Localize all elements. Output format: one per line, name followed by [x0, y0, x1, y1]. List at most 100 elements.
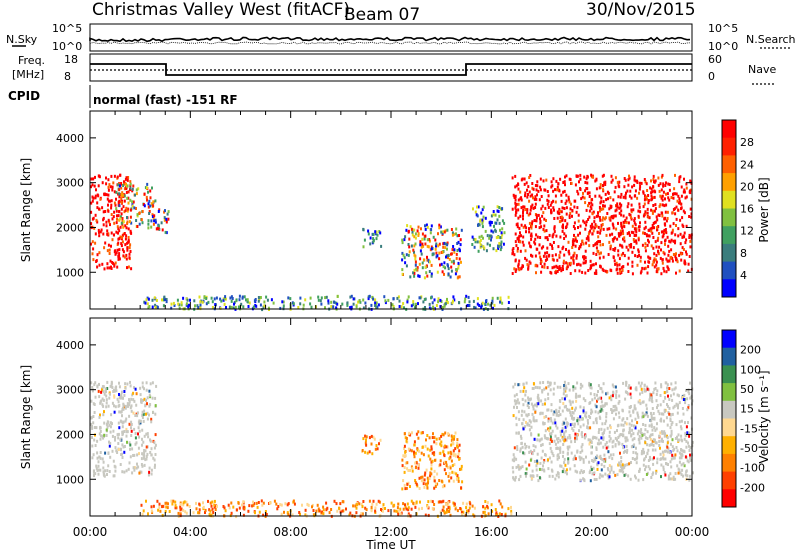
range-gate-cell	[183, 500, 186, 504]
range-gate-cell	[662, 184, 665, 188]
range-gate-cell	[435, 437, 438, 441]
range-gate-cell	[680, 448, 683, 452]
range-gate-cell	[679, 471, 682, 475]
range-gate-cell	[446, 508, 448, 512]
range-gate-cell	[633, 437, 636, 441]
range-gate-cell	[657, 252, 660, 256]
range-gate-cell	[455, 227, 458, 231]
range-gate-cell	[571, 406, 574, 410]
range-gate-cell	[689, 179, 692, 183]
range-gate-cell	[366, 451, 369, 455]
range-gate-cell	[197, 306, 200, 309]
range-gate-cell	[452, 449, 455, 453]
range-gate-cell	[615, 261, 618, 265]
range-gate-cell	[511, 466, 514, 470]
range-gate-cell	[612, 255, 615, 259]
range-gate-cell	[684, 262, 687, 266]
range-gate-cell	[608, 240, 611, 244]
range-gate-cell	[642, 447, 645, 451]
range-gate-cell	[517, 187, 520, 191]
range-gate-cell	[162, 504, 165, 508]
range-gate-cell	[410, 499, 413, 503]
range-gate-cell	[590, 386, 593, 390]
range-gate-cell	[579, 386, 582, 390]
range-gate-cell	[662, 439, 664, 443]
range-gate-cell	[503, 221, 506, 225]
range-gate-cell	[543, 262, 546, 266]
range-gate-cell	[115, 230, 118, 234]
range-gate-cell	[555, 234, 558, 238]
range-gate-cell	[375, 444, 378, 447]
range-gate-cell	[448, 479, 451, 483]
range-gate-cell	[481, 218, 484, 222]
range-gate-cell	[476, 297, 479, 301]
range-gate-cell	[629, 392, 632, 396]
range-gate-cell	[446, 301, 449, 305]
range-gate-cell	[630, 217, 633, 221]
range-gate-cell	[515, 223, 518, 227]
range-gate-cell	[430, 228, 433, 232]
range-gate-cell	[414, 466, 417, 470]
range-gate-cell	[465, 502, 468, 506]
range-gate-cell	[455, 252, 458, 256]
power-y-axis-label: Slant Range [km]	[19, 158, 33, 262]
range-gate-cell	[524, 472, 527, 476]
range-gate-cell	[397, 509, 400, 513]
range-gate-cell	[687, 441, 689, 445]
range-gate-cell	[101, 403, 104, 407]
range-gate-cell	[516, 445, 519, 449]
beam-title: Beam 07	[344, 5, 420, 25]
range-gate-cell	[484, 216, 487, 220]
range-gate-cell	[129, 380, 131, 384]
range-gate-cell	[131, 393, 134, 397]
range-gate-cell	[595, 187, 598, 191]
range-gate-cell	[447, 474, 450, 478]
range-gate-cell	[143, 409, 146, 413]
range-gate-cell	[590, 207, 593, 211]
range-gate-cell	[665, 203, 668, 207]
range-gate-cell	[592, 210, 595, 214]
range-gate-cell	[624, 219, 627, 223]
range-gate-cell	[670, 248, 673, 252]
range-gate-cell	[601, 390, 604, 394]
range-gate-cell	[122, 184, 125, 187]
range-gate-cell	[579, 173, 582, 177]
range-gate-cell	[578, 269, 581, 273]
range-gate-cell	[659, 452, 662, 456]
range-gate-cell	[312, 509, 315, 512]
range-gate-cell	[519, 434, 522, 438]
range-gate-cell	[622, 417, 625, 421]
range-gate-cell	[482, 510, 485, 514]
range-gate-cell	[453, 298, 456, 302]
range-gate-cell	[622, 446, 625, 450]
range-gate-cell	[428, 477, 431, 480]
range-gate-cell	[486, 234, 489, 238]
range-gate-cell	[620, 209, 623, 213]
range-gate-cell	[406, 298, 409, 302]
range-gate-cell	[355, 305, 358, 309]
range-gate-cell	[453, 471, 456, 475]
range-gate-cell	[579, 405, 582, 409]
range-gate-cell	[103, 410, 105, 414]
range-gate-cell	[566, 445, 569, 449]
range-gate-cell	[324, 296, 327, 300]
range-gate-cell	[597, 211, 599, 215]
range-gate-cell	[528, 445, 531, 449]
range-gate-cell	[142, 440, 145, 444]
range-gate-cell	[650, 194, 653, 198]
range-gate-cell	[452, 452, 455, 456]
range-gate-cell	[612, 390, 615, 394]
range-gate-cell	[596, 454, 599, 458]
range-gate-cell	[630, 245, 632, 249]
range-gate-cell	[574, 236, 577, 240]
range-gate-cell	[167, 502, 169, 506]
range-gate-cell	[499, 296, 502, 300]
range-gate-cell	[547, 384, 550, 388]
range-gate-cell	[666, 450, 669, 454]
range-gate-cell	[304, 508, 307, 512]
range-gate-cell	[443, 261, 446, 265]
range-gate-cell	[431, 301, 434, 305]
range-gate-cell	[109, 455, 112, 459]
range-gate-cell	[521, 397, 524, 401]
range-gate-cell	[117, 227, 120, 231]
